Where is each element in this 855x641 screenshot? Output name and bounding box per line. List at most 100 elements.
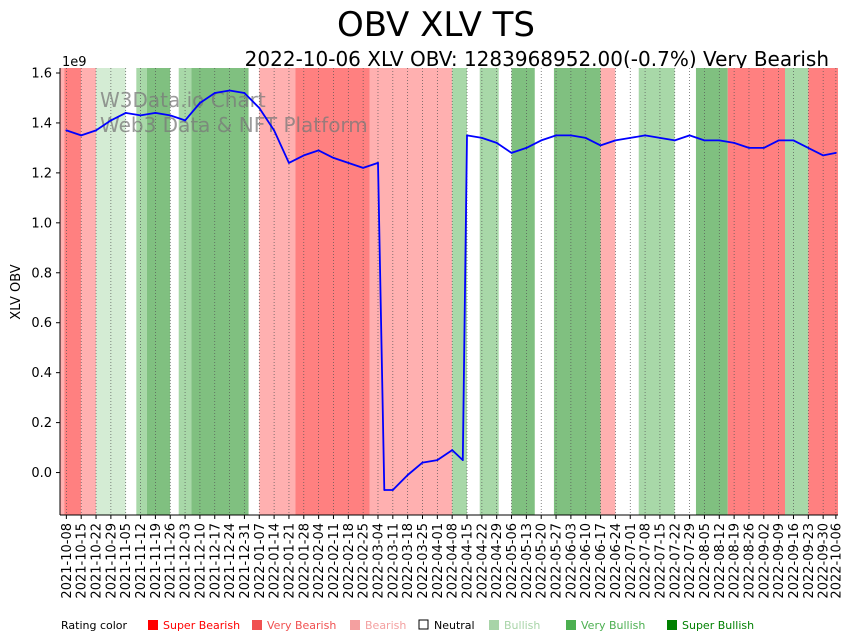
rating-band <box>125 68 137 515</box>
x-tick-label: 2021-11-19 <box>149 523 164 599</box>
data-point <box>383 489 386 491</box>
rating-band <box>81 68 97 515</box>
legend-item-label: Bearish <box>365 619 406 632</box>
data-point <box>258 107 261 109</box>
rating-band <box>467 68 480 515</box>
data-point <box>480 137 483 139</box>
x-tick-label: 2021-10-15 <box>75 523 90 599</box>
legend-item-label: Super Bullish <box>682 619 754 632</box>
y-tick-label: 1.2 <box>31 166 52 181</box>
data-point <box>834 152 837 154</box>
x-tick-label: 2021-11-12 <box>134 523 149 599</box>
x-tick-label: 2022-01-28 <box>297 523 312 599</box>
data-point <box>332 156 335 159</box>
data-point <box>569 134 572 137</box>
legend-item-label: Very Bullish <box>581 619 645 632</box>
x-tick-label: 2022-04-29 <box>490 523 505 599</box>
x-tick-label: 2022-03-18 <box>401 523 416 599</box>
legend-swatch <box>148 620 158 630</box>
x-tick-label: 2022-01-21 <box>282 523 297 599</box>
data-point <box>362 166 365 169</box>
data-point <box>436 459 439 461</box>
data-point <box>495 142 498 144</box>
x-tick-label: 2022-04-01 <box>431 523 446 599</box>
data-point <box>792 139 795 142</box>
data-point <box>302 154 305 157</box>
x-tick-label: 2022-07-29 <box>683 523 698 599</box>
legend-swatch <box>489 620 499 630</box>
x-tick-label: 2022-06-24 <box>609 523 624 599</box>
x-tick-label: 2022-08-05 <box>698 523 713 599</box>
x-tick-label: 2022-03-04 <box>372 523 387 599</box>
x-tick-label: 2022-08-26 <box>743 523 758 599</box>
rating-band <box>695 68 728 515</box>
rating-band <box>498 68 512 515</box>
rating-band <box>808 68 838 515</box>
rating-legend: Rating color Super Bearish Very Bearish Bea… <box>61 619 754 632</box>
data-point <box>703 139 706 142</box>
data-point <box>629 137 632 139</box>
legend-swatch <box>418 619 429 630</box>
data-point <box>451 449 454 451</box>
x-tick-label: 2022-09-02 <box>757 523 772 599</box>
data-point <box>65 129 68 132</box>
rating-band <box>64 68 82 515</box>
data-point <box>273 129 276 132</box>
data-point <box>599 144 602 147</box>
legend-item-label: Super Bearish <box>163 619 240 632</box>
y-tick-label: 0.2 <box>31 416 52 431</box>
rating-band <box>615 68 639 515</box>
data-point <box>228 89 231 92</box>
rating-band <box>511 68 535 515</box>
y-tick-label: 0.6 <box>31 316 52 331</box>
x-tick-label: 2022-07-08 <box>639 523 654 599</box>
x-tick-label: 2022-02-25 <box>357 523 372 599</box>
rating-band <box>259 68 296 515</box>
x-tick-label: 2022-09-16 <box>787 523 802 599</box>
rating-band <box>479 68 499 515</box>
x-tick-label: 2021-12-24 <box>223 523 238 599</box>
data-point <box>748 147 750 149</box>
legend-swatch <box>566 620 576 630</box>
x-tick-label: 2022-04-08 <box>446 523 461 599</box>
rating-band <box>178 68 192 515</box>
x-tick-label: 2022-04-15 <box>461 523 476 599</box>
watermark-text: Web3 Data & NFT Platform <box>100 113 368 137</box>
legend-swatch <box>667 620 677 630</box>
legend-item-label: Bullish <box>504 619 540 632</box>
rating-bands <box>60 68 838 515</box>
data-point <box>614 139 617 142</box>
rating-band <box>295 68 370 515</box>
rating-band <box>60 68 65 515</box>
y-tick-label: 0.0 <box>31 466 52 481</box>
x-tick-label: 2022-02-11 <box>327 523 342 599</box>
chart-subtitle: 2022-10-06 XLV OBV: 1283968952.00(-0.7%)… <box>245 47 829 71</box>
rating-band <box>369 68 453 515</box>
data-point <box>733 142 736 144</box>
rating-band <box>600 68 616 515</box>
x-tick-label: 2022-07-01 <box>624 523 639 599</box>
legend-item-label: Very Bearish <box>267 619 336 632</box>
rating-band <box>191 68 249 515</box>
data-point <box>461 459 464 461</box>
data-point <box>673 139 676 142</box>
x-tick-label: 2022-02-04 <box>312 523 327 599</box>
data-point <box>688 134 691 137</box>
x-tick-label: 2022-09-09 <box>772 523 787 599</box>
rating-band <box>674 68 696 515</box>
x-tick-label: 2022-07-22 <box>668 523 683 599</box>
data-point <box>555 134 557 137</box>
x-tick-label: 2021-11-26 <box>164 523 179 599</box>
rating-band <box>727 68 786 515</box>
x-tick-label: 2022-02-18 <box>342 523 357 599</box>
x-tick-label: 2021-10-22 <box>90 523 105 599</box>
data-point <box>184 119 186 122</box>
data-point <box>525 147 528 149</box>
data-point <box>421 461 424 464</box>
legend-item-label: Neutral <box>434 619 475 632</box>
x-grid <box>66 68 837 515</box>
data-point <box>109 119 112 122</box>
data-point <box>718 139 721 142</box>
